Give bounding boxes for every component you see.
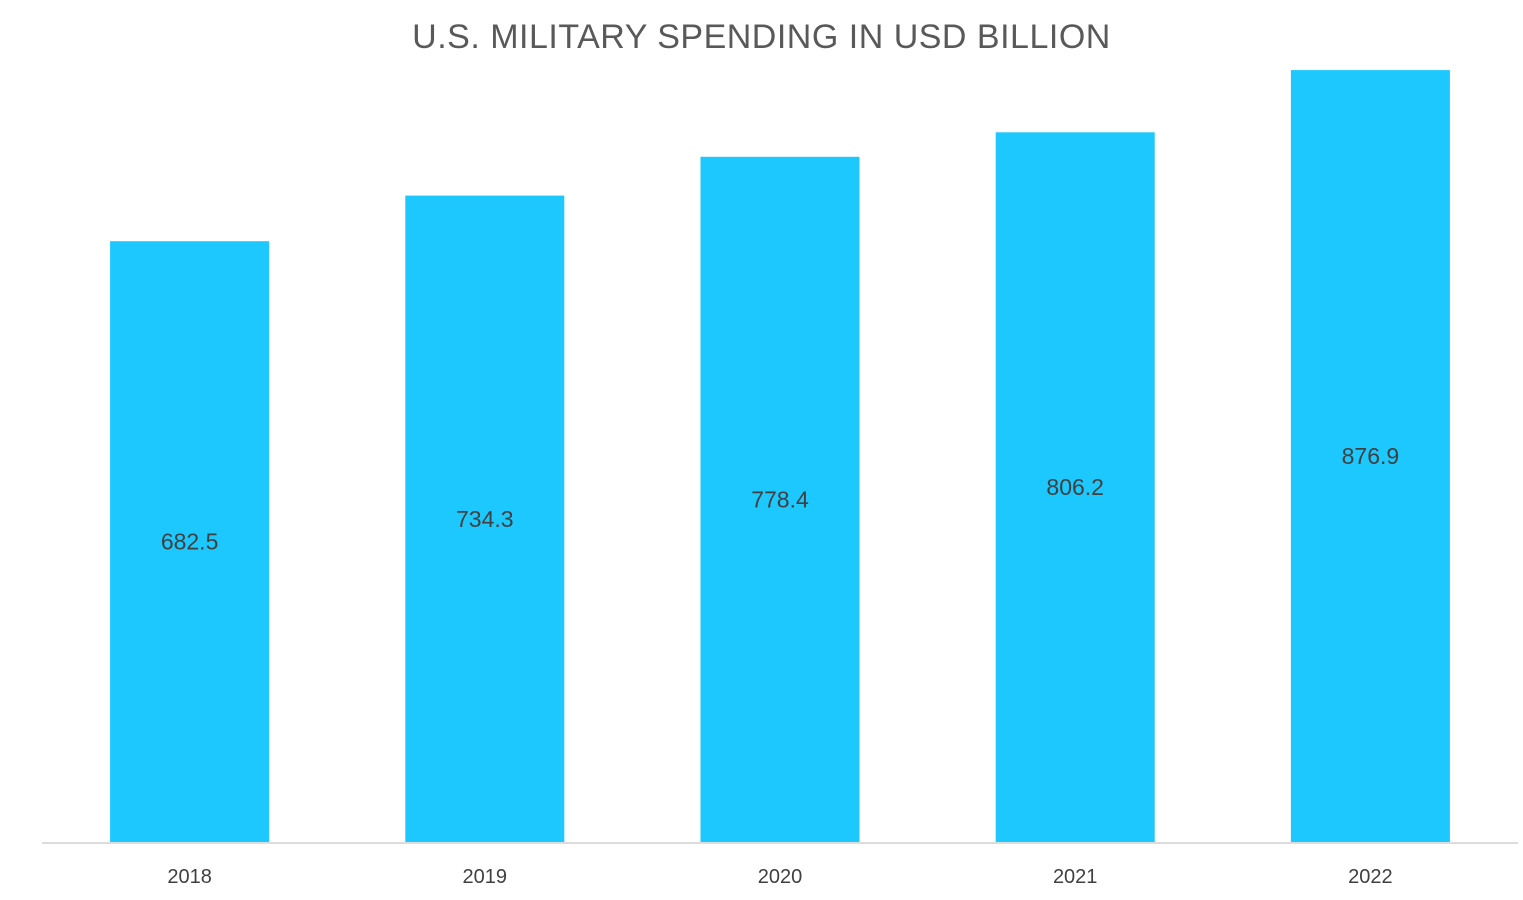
x-tick-label-2022: 2022: [1348, 866, 1393, 888]
x-tick-label-2021: 2021: [1053, 866, 1098, 888]
bar-2020: [700, 156, 860, 843]
chart-title: U.S. MILITARY SPENDING IN USD BILLION: [412, 18, 1111, 56]
x-tick-label-2019: 2019: [463, 866, 508, 888]
bar-2019: [405, 195, 565, 843]
data-label-2020: 778.4: [751, 486, 809, 512]
bar-2022: [1290, 70, 1450, 843]
bar-2021: [995, 132, 1155, 843]
x-tick-label-2018: 2018: [167, 866, 212, 888]
x-tick-label-2020: 2020: [758, 866, 803, 888]
data-label-2021: 806.2: [1046, 474, 1104, 500]
data-label-2022: 876.9: [1342, 443, 1400, 469]
data-label-2019: 734.3: [456, 506, 514, 532]
data-label-2018: 682.5: [161, 529, 219, 555]
bar-2018: [110, 241, 270, 842]
